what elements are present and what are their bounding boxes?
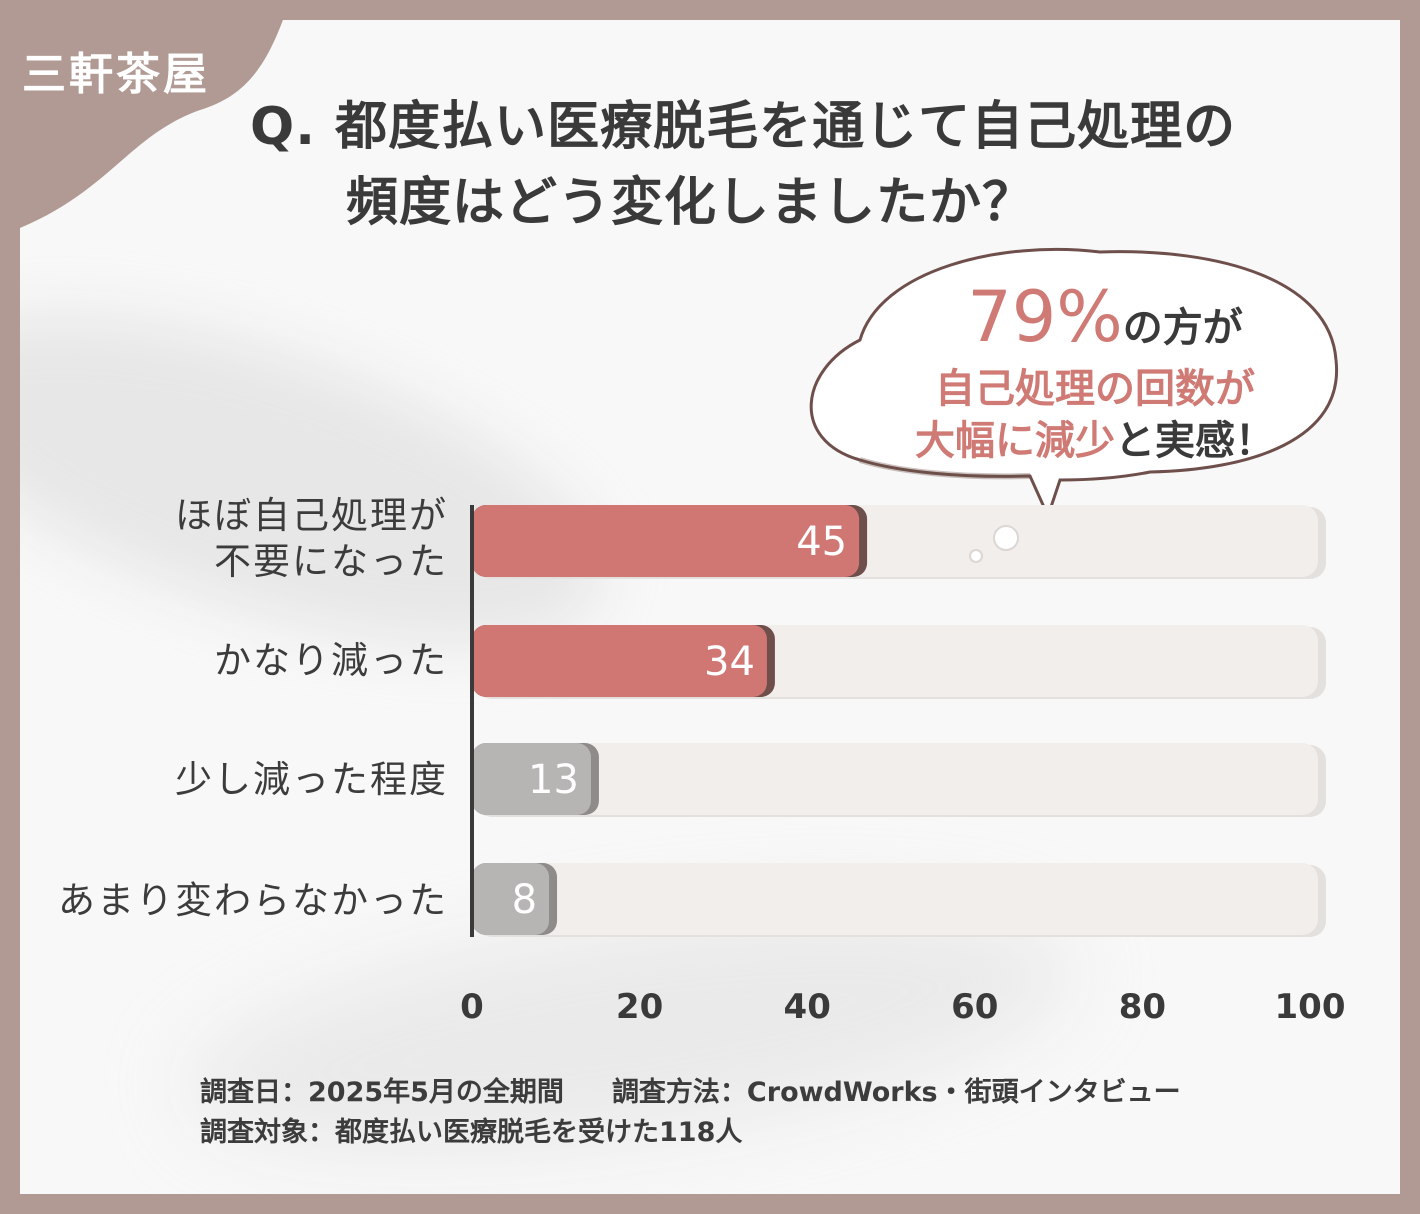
speech-bubble [809,247,1339,521]
survey-method: 調査方法：CrowdWorks・街頭インタビュー [611,1077,1181,1108]
survey-target: 調査対象：都度払い医療脱毛を受けた118人 [200,1117,743,1148]
callout-headline: 79%の方が [940,276,1270,358]
data-label: 13 [528,757,579,803]
x-tick-label: 20 [616,987,663,1027]
callout-line3-suffix: と実感！ [1115,418,1275,464]
decor-dot [993,525,1019,551]
callout-percent: 79% [967,276,1123,358]
x-tick-label: 100 [1275,987,1346,1027]
category-label-1-line1: ほぼ自己処理が [175,494,448,537]
callout-line-2: 自己処理の回数が [935,366,1255,412]
bar-track [472,863,1318,935]
card-background [20,20,1400,1194]
x-tick-label: 80 [1119,987,1166,1027]
question-line-2: 頻度はどう変化しましたか？ [346,173,1036,233]
data-label: 34 [704,639,755,685]
x-tick-label: 0 [460,987,484,1027]
brand-name: 三軒茶屋 [22,49,210,100]
footer-line-1: 調査日：2025年5月の全期間 調査方法：CrowdWorks・街頭インタビュー [200,1070,1181,1109]
decor-dot [969,549,983,563]
bar-track [472,743,1318,815]
category-label-4: あまり変わらなかった [58,879,448,922]
callout-line1-suffix: の方が [1122,305,1243,351]
x-tick-label: 40 [784,987,831,1027]
bar [472,743,591,815]
bar [472,625,767,697]
corner-tab [0,0,290,240]
bar [472,863,550,935]
callout-highlight: 大幅に減少 [915,418,1115,464]
category-label-1: ほぼ自己処理が 不要になった [175,493,448,585]
question-line-1: Q. 都度払い医療脱毛を通じて自己処理の [250,97,1237,157]
callout-line-3: 大幅に減少と実感！ [905,408,1285,466]
survey-date: 調査日：2025年5月の全期間 [200,1077,564,1108]
category-label-2: かなり減った [214,639,448,682]
category-label-1-line2: 不要になった [214,540,448,583]
data-label: 45 [796,519,847,565]
data-label: 8 [512,877,537,923]
x-tick-label: 60 [951,987,998,1027]
bar [472,505,860,577]
category-label-3: 少し減った程度 [175,758,448,801]
